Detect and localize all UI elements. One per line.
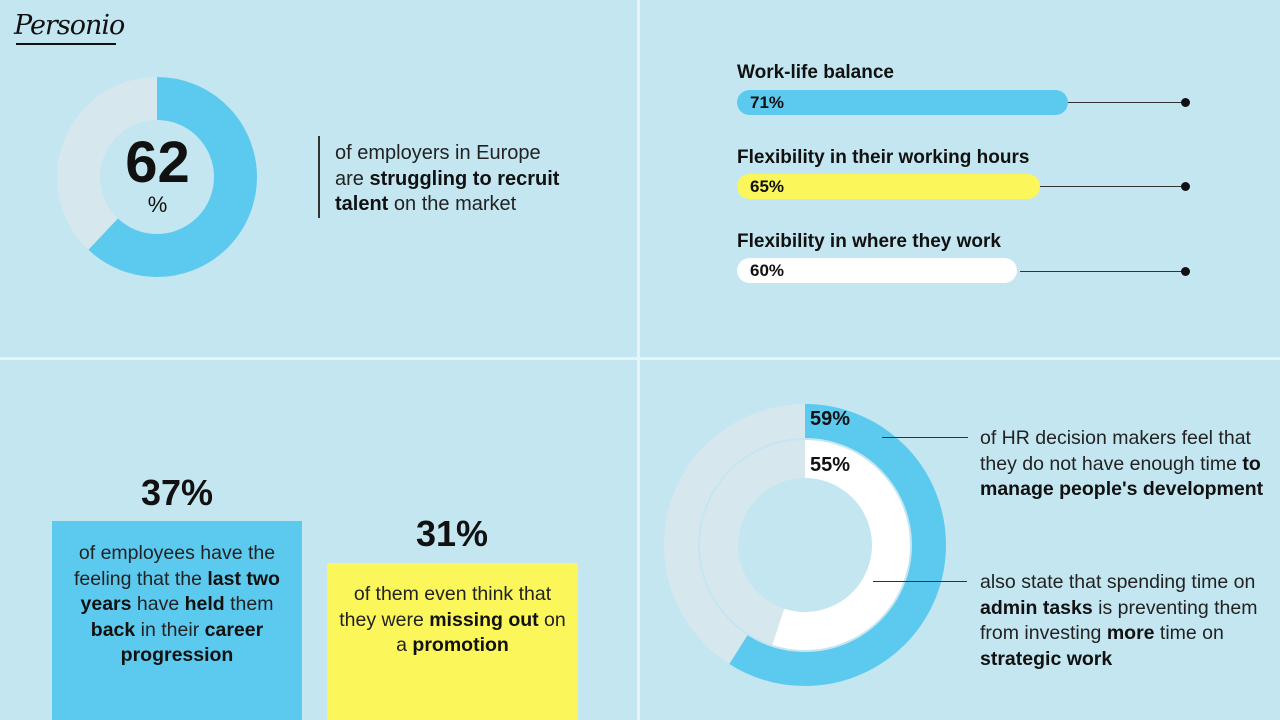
text-part-bold: talent [335,193,389,215]
inner-leader-line [873,581,967,582]
text-part: in their [135,618,205,641]
text-part: on the market [388,193,517,215]
outer-ring-slice-59 [664,404,946,686]
text-part-bold: to manage people's development [980,452,1264,501]
bar-working-hours: 65% [737,174,1040,199]
text-part: on a [396,608,566,657]
text-part-bold: promotion [412,634,509,656]
inner-ring-value: 55% [810,454,851,476]
employees-stat-text: of employees have the feeling that the l… [62,541,292,669]
text-part: time on [1154,622,1224,644]
hr-double-donut-chart [664,404,946,686]
personio-logo: Personio [14,10,125,41]
text-part: of HR decision makers feel that they do … [980,427,1251,475]
promotion-stat-text: of them even think that they were missin… [337,582,568,659]
bar-where-they-work: 60% [737,258,1017,283]
text-part-bold: more [1106,622,1155,644]
text-part-bold: admin tasks [980,596,1093,619]
text-part: also state that spending time on [980,571,1256,593]
bar-end-dot [1181,98,1190,107]
text-part: are [335,167,370,190]
logo-underline [16,43,116,45]
bar-leader-line [1020,186,1186,187]
outer-leader-line [882,437,968,438]
text-part: of them even think that they were [339,583,552,631]
text-part: is preventing them from investing [980,596,1258,645]
vertical-divider [637,0,640,720]
inner-ring-slice-55 [700,440,910,650]
bar-work-life-balance: 71% [737,90,1068,115]
employers-donut-chart [57,77,257,277]
donut-unit: % [147,192,168,217]
employers-stat-text: of employers in Europe are struggling to… [335,141,615,218]
text-part-bold: career progression [120,618,264,667]
text-part: of employees have the feeling that the [74,542,276,590]
text-part-bold: back [90,618,136,641]
text-line: of employers in Europe [335,142,541,164]
text-part: them [224,593,274,615]
promotion-box [327,563,578,720]
text-part: have [131,593,185,615]
text-part-bold: strategic work [980,647,1113,670]
horizontal-divider [0,357,1280,360]
bar-label: Work-life balance [737,62,894,83]
bar-end-dot [1181,267,1190,276]
hr-development-text: of HR decision makers feel that they do … [980,426,1270,503]
bar-label: Flexibility in where they work [737,231,1001,252]
text-rule [318,136,320,218]
donut-slice-62 [57,77,257,277]
donut-value: 62 [125,130,190,195]
employees-box [52,521,302,720]
text-part-bold: missing out [429,608,539,631]
hr-admin-text: also state that spending time on admin t… [980,570,1270,672]
bar-label: Flexibility in their working hours [737,147,1030,168]
text-part-bold: last two years [80,567,280,616]
text-part-bold: struggling to recruit [369,167,560,190]
outer-ring-value: 59% [810,408,851,430]
bar-leader-line [1020,102,1186,103]
promotion-pct: 31% [415,513,489,554]
employees-pct: 37% [140,472,214,513]
bar-leader-line [1020,271,1186,272]
text-part-bold: held [184,593,225,615]
bar-end-dot [1181,182,1190,191]
